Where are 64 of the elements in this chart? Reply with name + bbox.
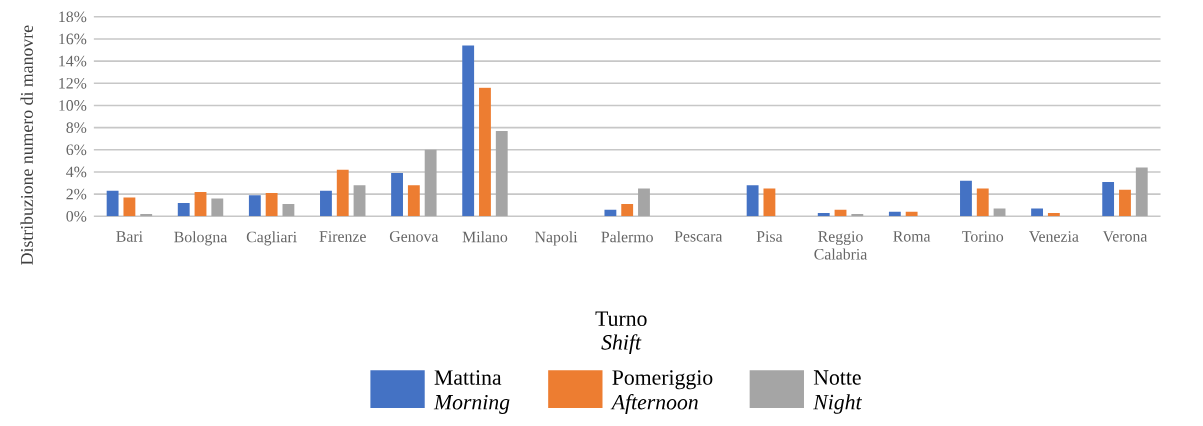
- bar: [336, 169, 349, 217]
- bar: [817, 213, 830, 217]
- bar: [851, 214, 864, 217]
- x-tick-label: Pisa: [756, 231, 783, 242]
- bar: [888, 212, 901, 217]
- bar: [194, 192, 207, 217]
- x-tick-label: Palermo: [601, 231, 653, 243]
- bar: [763, 188, 776, 217]
- y-tick-label: 8%: [66, 122, 87, 134]
- y-tick-label: 18%: [59, 11, 87, 23]
- y-tick-label: 0%: [66, 211, 87, 222]
- bar: [1119, 189, 1131, 217]
- bar: [495, 131, 508, 217]
- bar: [462, 45, 475, 217]
- y-tick-label: 14%: [59, 55, 87, 67]
- y-tick-label: 16%: [59, 33, 87, 45]
- bar: [424, 149, 437, 217]
- x-tick-label: Firenze: [319, 231, 366, 242]
- x-tick-label: Reggio Calabria: [814, 231, 868, 260]
- bar: [140, 214, 153, 217]
- bar: [479, 87, 491, 217]
- bar: [1135, 167, 1148, 217]
- bar: [407, 185, 420, 217]
- x-tick-label: Pescara: [674, 231, 723, 242]
- bar: [211, 198, 224, 217]
- bar: [1102, 182, 1115, 217]
- y-tick-label: 2%: [66, 188, 87, 200]
- x-tick-label: Cagliari: [246, 231, 297, 246]
- bar: [320, 190, 332, 217]
- y-axis-title: Distribuzione numero di manovre: [20, 25, 33, 266]
- bar: [621, 204, 634, 217]
- bar: [177, 203, 190, 217]
- x-tick-label: Milano: [462, 231, 508, 243]
- bar: [976, 188, 989, 217]
- bar: [905, 212, 918, 217]
- bar: [960, 180, 972, 217]
- x-tick-label: Napoli: [535, 231, 578, 246]
- x-tick-label: Verona: [1102, 231, 1148, 242]
- x-tick-label: Bari: [116, 231, 143, 242]
- y-tick-label: 12%: [59, 78, 87, 89]
- bar: [282, 204, 295, 217]
- legend-label: Pomeriggio Afternoon: [610, 370, 713, 415]
- x-tick-label: Bologna: [174, 231, 228, 246]
- x-tick-label: Venezia: [1029, 231, 1079, 243]
- y-tick-label: 10%: [59, 100, 87, 111]
- x-tick-label: Torino: [962, 231, 1004, 242]
- bar: [265, 193, 278, 217]
- bar: [353, 185, 366, 217]
- bar: [1031, 208, 1043, 217]
- bar: [1047, 213, 1060, 217]
- bar: [746, 185, 759, 217]
- bar: [123, 197, 136, 217]
- y-tick-label: 4%: [66, 166, 87, 178]
- bar: [638, 188, 650, 217]
- bar: [604, 209, 617, 217]
- legend-label: Notte Night: [813, 370, 863, 415]
- bar: [248, 195, 261, 217]
- x-tick-label: Roma: [893, 231, 931, 242]
- legend-title: Turno Shift: [595, 311, 647, 355]
- bar: [106, 190, 119, 217]
- legend-label: Mattina Morning: [433, 370, 510, 415]
- x-tick-label: Genova: [389, 231, 439, 242]
- y-tick-label: 6%: [66, 144, 87, 156]
- bar: [391, 173, 403, 217]
